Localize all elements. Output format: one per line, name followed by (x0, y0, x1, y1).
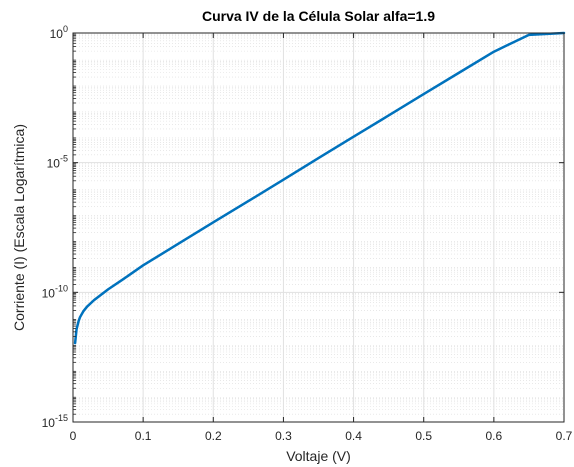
x-tick-label: 0.7 (556, 429, 573, 443)
grid (72, 32, 565, 423)
iv-series-line (73, 31, 566, 345)
x-tick-label: 0.4 (345, 429, 362, 443)
x-tick-label: 0.1 (135, 429, 152, 443)
y-tick-label: 100 (50, 24, 68, 41)
series-group (73, 31, 566, 345)
chart-title: Curva IV de la Célula Solar alfa=1.9 (202, 8, 435, 24)
y-axis-label: Corriente (I) (Escala Logarítmica) (11, 124, 27, 331)
x-tick-label: 0.3 (275, 429, 292, 443)
x-axis-label: Voltaje (V) (286, 448, 351, 464)
x-tick-label: 0 (70, 429, 77, 443)
x-tick-label: 0.2 (205, 429, 222, 443)
ticks-group: 0 0.1 0.2 0.3 0.4 0.5 0.6 0.7 10-15 10-10 10-5 100 (42, 24, 573, 443)
y-tick-label: 10-15 (42, 413, 68, 430)
axes-frame (72, 32, 565, 423)
x-tick-label: 0.5 (415, 429, 432, 443)
plot-area (73, 33, 564, 422)
x-tick-label: 0.6 (486, 429, 503, 443)
y-tick-label: 10-5 (47, 154, 68, 171)
y-tick-label: 10-10 (42, 283, 68, 300)
